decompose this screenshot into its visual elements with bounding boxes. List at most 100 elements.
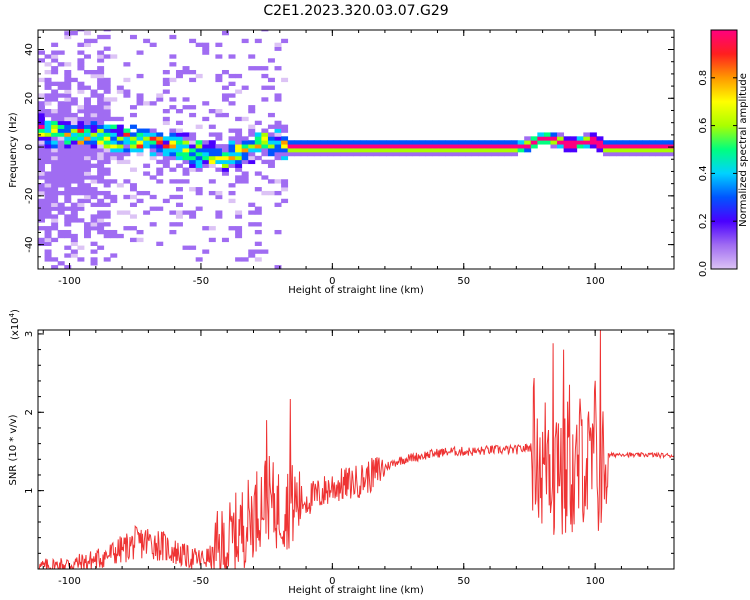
- heatmap-cell: [399, 144, 407, 149]
- heatmap-cell: [267, 85, 275, 90]
- heatmap-cell: [228, 136, 236, 141]
- heatmap-cell: [412, 144, 420, 149]
- heatmap-cell: [83, 54, 91, 59]
- heatmap-cell: [38, 159, 45, 165]
- heatmap-cell: [208, 237, 216, 243]
- heatmap-cell: [320, 144, 328, 149]
- heatmap-cell: [195, 206, 203, 211]
- heatmap-cell: [254, 132, 262, 137]
- heatmap-cell: [90, 140, 98, 145]
- heatmap-cell: [445, 140, 453, 145]
- heatmap-cell: [169, 148, 177, 153]
- heatmap-cell: [70, 155, 78, 161]
- heatmap-cell: [90, 112, 98, 118]
- heatmap-cell: [248, 54, 256, 59]
- heatmap-cell: [451, 151, 459, 157]
- heatmap-cell: [123, 140, 131, 145]
- heatmap-cell: [169, 229, 177, 235]
- heatmap-cell: [129, 148, 137, 153]
- heatmap-cell: [64, 222, 72, 227]
- heatmap-cell: [149, 148, 157, 153]
- heatmap-cell: [169, 222, 177, 227]
- heatmap-cell: [83, 171, 91, 176]
- heatmap-cell: [97, 85, 105, 90]
- heatmap-cell: [189, 69, 197, 75]
- heatmap-cell: [300, 151, 308, 157]
- heatmap-cell: [90, 73, 98, 79]
- heatmap-cell: [576, 140, 584, 145]
- heatmap-cell: [77, 190, 85, 196]
- heatmap-cell: [642, 144, 650, 149]
- heatmap-cell: [97, 136, 105, 141]
- heatmap-cell: [202, 163, 210, 168]
- heatmap-cell: [267, 144, 275, 149]
- heatmap-cell: [77, 30, 85, 32]
- heatmap-cell: [228, 183, 236, 188]
- heatmap-cell: [235, 214, 243, 219]
- heatmap-cell: [149, 132, 157, 137]
- heatmap-cell: [261, 132, 269, 137]
- heatmap-cell: [359, 144, 367, 149]
- heatmap-cell: [64, 253, 72, 258]
- heatmap-cell: [64, 62, 72, 67]
- heatmap-cell: [281, 183, 289, 188]
- heatmap-cell: [221, 237, 229, 243]
- heatmap-cell: [662, 144, 670, 149]
- heatmap-cell: [202, 148, 210, 153]
- heatmap-cell: [51, 159, 59, 165]
- heatmap-cell: [208, 148, 216, 153]
- heatmap-cell: [90, 241, 98, 246]
- heatmap-cell: [175, 109, 183, 114]
- heatmap-cell: [44, 229, 52, 235]
- heatmap-cell: [221, 148, 229, 153]
- heatmap-cell: [83, 38, 91, 44]
- heatmap-cell: [662, 148, 670, 153]
- heatmap-cell: [129, 132, 137, 137]
- heatmap-cell: [77, 159, 85, 165]
- heatmap-cell: [57, 116, 65, 122]
- heatmap-cell: [215, 194, 223, 200]
- heatmap-cell: [208, 144, 216, 149]
- heatmap-cell: [649, 140, 657, 145]
- heatmap-cell: [77, 62, 85, 67]
- heatmap-cell: [44, 202, 52, 207]
- heatmap-cell: [340, 148, 348, 153]
- heatmap-cell: [51, 202, 59, 207]
- heatmap-cell: [110, 97, 118, 102]
- heatmap-cell: [603, 148, 611, 153]
- heatmap-cell: [64, 109, 72, 114]
- heatmap-cell: [241, 148, 249, 153]
- heatmap-cell: [116, 128, 124, 133]
- heatmap-cell: [228, 144, 236, 149]
- heatmap-cell: [162, 163, 170, 168]
- heatmap-cell: [116, 155, 124, 161]
- heatmap-cell: [241, 140, 249, 145]
- heatmap-cell: [156, 132, 164, 137]
- heatmap-cell: [353, 151, 361, 157]
- heatmap-cell: [110, 179, 118, 184]
- heatmap-cell: [110, 233, 118, 239]
- heatmap-cell: [419, 151, 427, 157]
- heatmap-cell: [557, 140, 565, 145]
- heatmap-cell: [83, 105, 91, 110]
- heatmap-cell: [281, 144, 289, 149]
- heatmap-cell: [129, 187, 137, 192]
- y-tick-label: 2: [24, 409, 35, 415]
- heatmap-cell: [340, 144, 348, 149]
- heatmap-cell: [175, 155, 183, 161]
- heatmap-cell: [116, 85, 124, 90]
- heatmap-cell: [70, 237, 78, 243]
- heatmap-cell: [235, 210, 243, 215]
- heatmap-cell: [123, 151, 131, 157]
- heatmap-cell: [51, 214, 59, 219]
- heatmap-cell: [57, 132, 65, 137]
- heatmap-cell: [143, 140, 151, 145]
- heatmap-cell: [70, 175, 78, 180]
- heatmap-cell: [57, 229, 65, 235]
- heatmap-cell: [51, 183, 59, 188]
- heatmap-cell: [97, 226, 105, 231]
- heatmap-cell: [248, 109, 256, 114]
- heatmap-cell: [248, 66, 256, 71]
- heatmap-cell: [51, 54, 59, 59]
- heatmap-cell: [110, 194, 118, 200]
